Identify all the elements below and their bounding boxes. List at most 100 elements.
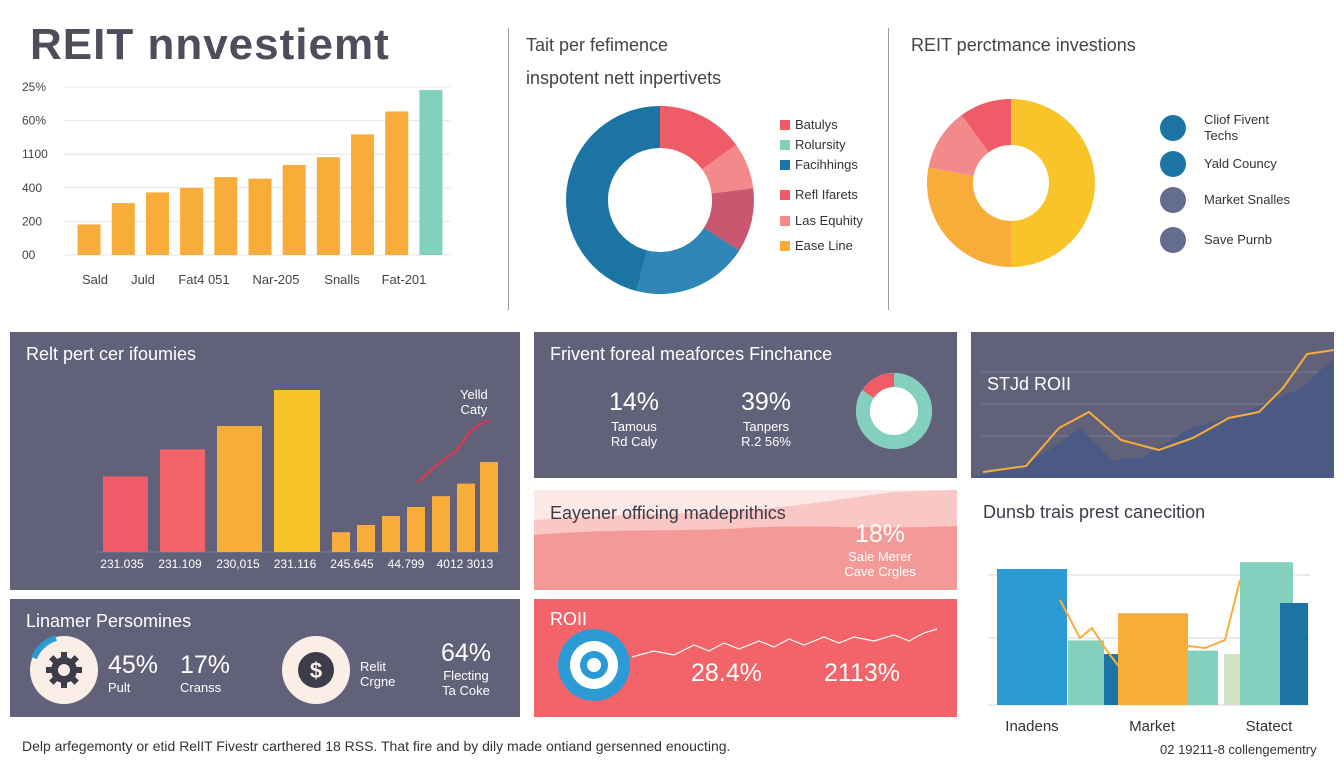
x-tick-label: Juld [131, 272, 155, 287]
x-tick-label: Fat-201 [382, 272, 427, 287]
area-front [534, 526, 957, 590]
pie-slice [660, 106, 737, 170]
legend-item: Cliof Fivent Techs [1160, 112, 1269, 144]
bar [248, 178, 272, 255]
legend-label: Cliof Fivent Techs [1204, 112, 1270, 143]
stat-panel-title: Frivent foreal meaforces Finchance [550, 344, 833, 364]
bar [160, 449, 205, 552]
ll-stat-1-label: Pult [108, 680, 131, 695]
bar [1104, 654, 1118, 705]
bar [1224, 654, 1240, 705]
roi-line-title: STJd ROII [987, 374, 1072, 394]
bar [432, 496, 450, 552]
legend-item: Las Equhity [780, 213, 863, 228]
legend-label: Batulys [795, 117, 838, 132]
legend-item: Save Purnb [1160, 227, 1272, 253]
area-panel-chart [534, 490, 957, 590]
legend-label: Facihhings [795, 157, 858, 172]
y-tick-label: 00 [22, 248, 36, 262]
legend-swatch [1160, 151, 1186, 177]
bar [997, 569, 1067, 705]
bottom-bar-title: Dunsb trais prest canecition [983, 502, 1206, 522]
x-tick-label: Snalls [324, 272, 360, 287]
legend-label: Save Purnb [1204, 232, 1272, 247]
bar [180, 187, 204, 255]
roi-line-panel: STJd ROII [971, 332, 1334, 478]
ll-stat-3-value: 64% [440, 639, 492, 667]
y-tick-label: 200 [22, 214, 42, 228]
top-bar-chart: 25% 60% 1100 400 200 00 Sald Juld Fat4 051 Nar-20… [22, 80, 450, 287]
bar [111, 203, 135, 255]
ll-stat-1-value: 45% [108, 651, 159, 679]
area-stat-sublabel: Cave Crgles [844, 564, 916, 579]
legend-swatch [1160, 227, 1186, 253]
stat-2: 39% Tanpers R.2 56% [726, 388, 806, 449]
area-fill [971, 358, 1334, 478]
bar-panel-annotation: Yelld Caty [460, 387, 488, 417]
pie-slice [1011, 99, 1095, 267]
divider [508, 28, 509, 310]
bar [419, 90, 443, 256]
pie-slice [702, 144, 754, 194]
trend-line [417, 419, 491, 483]
bar [385, 111, 409, 255]
x-tick-label: 231.035 [100, 557, 144, 571]
bar-panel-chart: 231.035 231.109 230,015 231.116 245.645 44.79… [95, 390, 500, 571]
ll-stat-3-label: Flecting [443, 668, 489, 683]
ll-mid: Relit Crgne [360, 659, 395, 689]
ll-stat-1: 45% Pult [108, 651, 158, 695]
legend-label: Las Equhity [795, 213, 863, 228]
legend-swatch [780, 189, 790, 200]
divider [888, 28, 889, 310]
legend-item: Facihhings [780, 157, 858, 172]
area-panel: Eayener officing madeprithics 18% Sale M… [534, 490, 957, 590]
svg-text:$: $ [310, 658, 322, 683]
legend-swatch [780, 215, 790, 226]
stat-panel: Frivent foreal meaforces Finchance 14% T… [534, 332, 957, 478]
pie-slice [928, 115, 989, 176]
x-tick-label: Inadens [1005, 718, 1058, 735]
perf-donut-chart [927, 99, 1095, 267]
bar [274, 390, 320, 552]
legend-item: Batulys [780, 117, 838, 132]
bar [103, 476, 148, 552]
stat-1-sublabel: Rd Caly [610, 434, 658, 449]
stat-1-value: 14% [608, 388, 660, 416]
bar-panel: Relt pert cer ifoumies Yelld Caty 231.03… [10, 332, 520, 590]
area-panel-stat: 18% Sale Merer Cave Crgles [840, 520, 920, 579]
footer-text: Delp arfegemonty or etid RelIT Fivestr c… [22, 738, 731, 754]
bar [407, 507, 425, 552]
bar [382, 516, 400, 552]
footer-right-text: 02 19211-8 collengementry [1160, 742, 1317, 757]
legend-label: Market Snalles [1204, 192, 1290, 207]
legend-swatch [1160, 115, 1186, 141]
y-tick-label: 25% [22, 80, 46, 94]
x-tick-label: Statect [1246, 718, 1294, 735]
bar [1068, 640, 1104, 705]
trend-line [1059, 579, 1241, 672]
legend-item: Yald Councy [1160, 151, 1277, 177]
stat-2-label: Tanpers [742, 419, 790, 434]
pie-slice [703, 188, 754, 251]
annotation-line1: Yelld [460, 387, 488, 402]
lower-left-panel: Linamer Persomines 45% Pult 17% Cranss $… [10, 599, 520, 717]
ll-stat-3: 64% Flecting Ta Coke [436, 639, 496, 698]
x-tick-label: 44.799 [388, 557, 425, 571]
area-stat-value: 18% [854, 520, 906, 548]
ll-mid-label: Relit [360, 659, 387, 674]
ll-mid-sublabel: Crgne [360, 674, 396, 689]
pie-slice [566, 106, 660, 292]
x-tick-label: Market [1129, 718, 1176, 735]
roi-panel-title: ROII [550, 609, 588, 629]
perf-panel-title: REIT perctmance investions [911, 35, 1136, 55]
x-tick-label: Sald [82, 272, 108, 287]
ll-stat-2-value: 17% [180, 651, 231, 679]
legend-label: Yald Councy [1204, 156, 1277, 171]
dollar-icon: $ [282, 636, 350, 704]
gear-icon [30, 635, 98, 704]
legend-item: Refl Ifarets [780, 187, 858, 202]
bar [357, 525, 375, 552]
stat-2-sublabel: R.2 56% [741, 434, 791, 449]
x-tick-label: 245.645 [330, 557, 374, 571]
ll-stat-3-sublabel: Ta Coke [442, 683, 490, 698]
